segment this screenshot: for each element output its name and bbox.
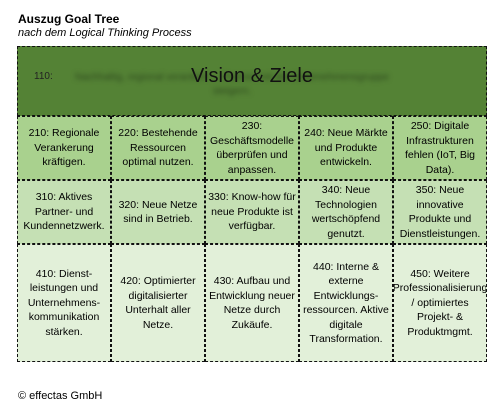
goal-230: 230: Geschäftsmodelle überprüfen und anp…: [205, 116, 299, 180]
goal-330: 330: Know-how für neue Produkte ist verf…: [205, 180, 299, 244]
goal-410: 410: Dienst-leistungen und Unternehmens-…: [17, 244, 111, 362]
goal-440: 440: Interne & externe Entwicklungs-ress…: [299, 244, 393, 362]
goal-250: 250: Digitale Infrastrukturen fehlen (Io…: [393, 116, 487, 180]
goal-340: 340: Neue Technologien wertschöpfend gen…: [299, 180, 393, 244]
vision-code: 110:: [34, 71, 53, 82]
goal-420: 420: Optimierter digitalisierter Unterha…: [111, 244, 205, 362]
copyright-footer: © effectas GmbH: [18, 390, 103, 402]
vision-title: Vision & Ziele: [191, 65, 313, 87]
goal-240: 240: Neue Märkte und Produkte entwickeln…: [299, 116, 393, 180]
goal-430: 430: Aufbau und Entwicklung neuer Netze …: [205, 244, 299, 362]
diagram-subtitle: nach dem Logical Thinking Process: [18, 27, 192, 39]
vision-blurred-text: Nachhaltig, regional verankert … Partner…: [74, 72, 390, 97]
goal-210: 210: Regionale Verankerung kräftigen.: [17, 116, 111, 180]
diagram-title: Auszug Goal Tree: [18, 12, 120, 26]
goal-450: 450: Weitere Professionalisierung / opti…: [393, 244, 487, 362]
goal-350: 350: Neue innovative Produkte und Dienst…: [393, 180, 487, 244]
goal-tree: 110: Nachhaltig, regional verankert … Pa…: [17, 46, 487, 362]
goal-310: 310: Aktives Partner- und Kundennetzwerk…: [17, 180, 111, 244]
goal-320: 320: Neue Netze sind in Betrieb.: [111, 180, 205, 244]
goal-220: 220: Bestehende Ressourcen optimal nutze…: [111, 116, 205, 180]
vision-box: 110: Nachhaltig, regional verankert … Pa…: [17, 46, 487, 116]
